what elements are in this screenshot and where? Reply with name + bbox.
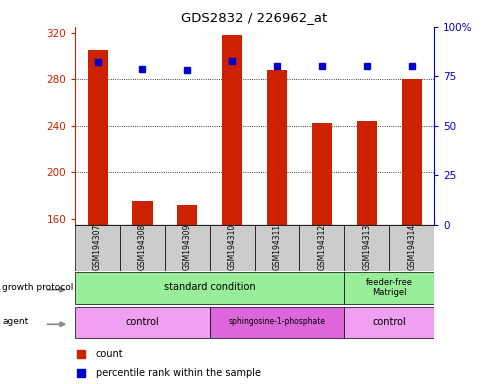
Bar	[75, 307, 209, 338]
Text: agent: agent	[2, 317, 29, 326]
Bar	[299, 225, 344, 271]
Bar	[75, 225, 120, 271]
Text: feeder-free
Matrigel: feeder-free Matrigel	[365, 278, 412, 297]
Bar	[266, 70, 287, 225]
Bar	[209, 225, 254, 271]
Text: standard condition: standard condition	[164, 282, 255, 292]
Bar	[177, 205, 197, 225]
Text: GSM194310: GSM194310	[227, 223, 236, 270]
Bar	[344, 273, 433, 303]
Text: sphingosine-1-phosphate: sphingosine-1-phosphate	[228, 317, 325, 326]
Text: growth protocol: growth protocol	[2, 283, 74, 292]
Text: GSM194307: GSM194307	[93, 223, 102, 270]
Text: percentile rank within the sample: percentile rank within the sample	[95, 368, 260, 379]
Bar	[344, 307, 433, 338]
Bar	[388, 225, 433, 271]
Text: GSM194309: GSM194309	[182, 223, 192, 270]
Bar	[87, 50, 107, 225]
Text: control: control	[372, 317, 405, 327]
Text: count: count	[95, 349, 123, 359]
Text: GSM194314: GSM194314	[406, 223, 415, 270]
Bar	[120, 225, 165, 271]
Text: control: control	[125, 317, 159, 327]
Bar	[401, 79, 421, 225]
Bar	[356, 121, 376, 225]
Bar	[254, 225, 299, 271]
Bar	[344, 225, 388, 271]
Bar	[222, 35, 242, 225]
Text: GSM194313: GSM194313	[362, 223, 371, 270]
Title: GDS2832 / 226962_at: GDS2832 / 226962_at	[181, 11, 327, 24]
Bar	[165, 225, 209, 271]
Text: GSM194311: GSM194311	[272, 224, 281, 270]
Bar	[311, 123, 332, 225]
Bar	[132, 201, 152, 225]
Bar	[209, 307, 344, 338]
Bar	[75, 273, 344, 303]
Text: GSM194308: GSM194308	[137, 223, 147, 270]
Text: GSM194312: GSM194312	[317, 224, 326, 270]
